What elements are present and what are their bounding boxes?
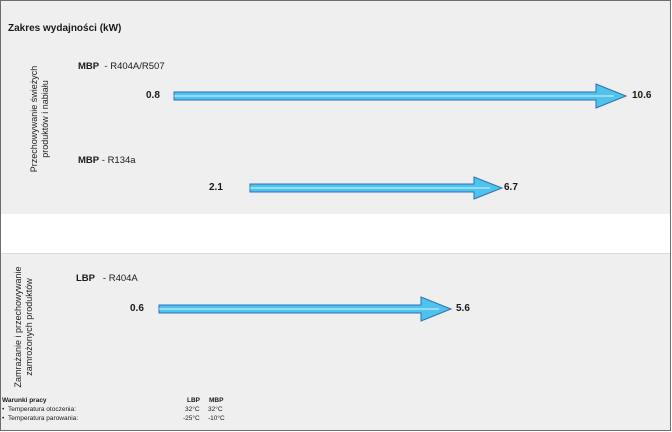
conditions-title: Warunki pracy bbox=[2, 397, 47, 404]
min-value-label: 0.6 bbox=[130, 303, 144, 314]
series-refrigerant: - R404A/R507 bbox=[104, 61, 165, 72]
section-label-frozen-line2: zamrożonych produktów bbox=[24, 278, 34, 376]
range-arrow bbox=[249, 176, 504, 200]
max-value-label: 5.6 bbox=[456, 303, 470, 314]
section-label-frozen-line1: Zamrażanie i przechowywanie bbox=[13, 266, 23, 388]
conditions-col-lbp: LBP bbox=[187, 397, 200, 404]
range-arrow bbox=[158, 296, 453, 322]
conditions-row: • Temperatura otoczenia: 32°C 32°C bbox=[2, 405, 262, 414]
series-model: LBP bbox=[76, 273, 95, 284]
series-label-mbp-r134a: MBP - R134a bbox=[78, 155, 136, 166]
section-divider bbox=[1, 253, 670, 254]
conditions-row-mbp: -10°C bbox=[208, 415, 225, 422]
section-label-fresh-line1: Przechowywanie świeżych bbox=[29, 65, 39, 173]
conditions-row-label: Temperatura otoczenia: bbox=[8, 406, 76, 413]
series-refrigerant: - R404A bbox=[102, 273, 138, 284]
section-band-frozen bbox=[1, 254, 670, 430]
section-label-frozen: Zamrażanie i przechowywanie zamrożonych … bbox=[13, 257, 35, 397]
conditions-header: Warunki pracy LBP MBP bbox=[2, 396, 262, 405]
working-conditions: Warunki pracy LBP MBP • Temperatura otoc… bbox=[2, 396, 262, 423]
bullet-icon: • bbox=[2, 406, 5, 413]
section-label-fresh: Przechowywanie świeżych produktów i nabi… bbox=[29, 49, 51, 189]
series-refrigerant: - R134a bbox=[101, 155, 136, 166]
series-label-mbp-r404a: MBP - R404A/R507 bbox=[78, 61, 165, 72]
conditions-row-label: Temperatura parowania: bbox=[8, 415, 79, 422]
section-band-fresh bbox=[1, 1, 670, 214]
min-value-label: 2.1 bbox=[209, 182, 223, 193]
chart-title: Zakres wydajności (kW) bbox=[8, 23, 122, 34]
conditions-col-mbp: MBP bbox=[209, 397, 224, 404]
range-arrow bbox=[173, 83, 628, 109]
conditions-row-lbp: 32°C bbox=[185, 406, 200, 413]
series-model: MBP bbox=[78, 61, 100, 72]
series-model: MBP bbox=[78, 155, 100, 166]
section-gap bbox=[1, 214, 670, 254]
min-value-label: 0.8 bbox=[146, 90, 160, 101]
max-value-label: 10.6 bbox=[632, 90, 652, 101]
bullet-icon: • bbox=[2, 415, 5, 422]
max-value-label: 6.7 bbox=[504, 182, 518, 193]
section-label-fresh-line2: produktów i nabiału bbox=[40, 80, 50, 158]
conditions-row-lbp: -25°C bbox=[183, 415, 200, 422]
conditions-row: • Temperatura parowania: -25°C -10°C bbox=[2, 414, 262, 423]
series-label-lbp-r404a: LBP - R404A bbox=[76, 273, 138, 284]
conditions-row-mbp: 32°C bbox=[208, 406, 223, 413]
